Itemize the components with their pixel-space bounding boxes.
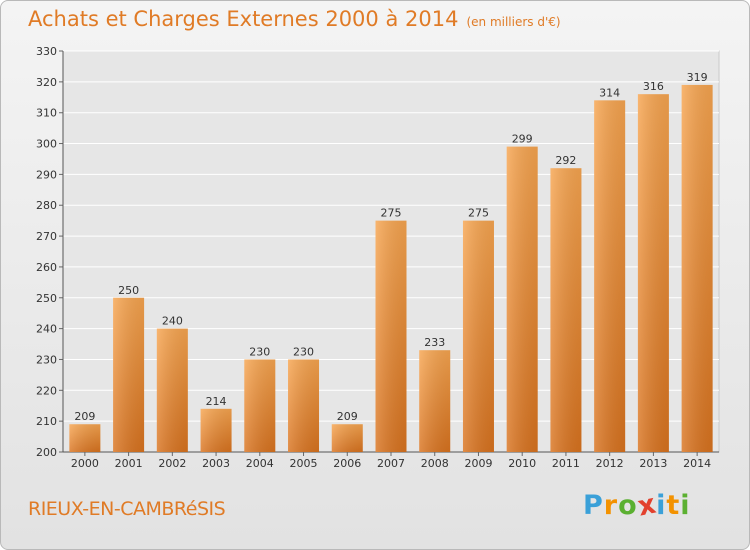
- logo-letter: i: [656, 490, 667, 521]
- chart-title-text: Achats et Charges Externes 2000 à 2014: [28, 7, 459, 31]
- logo-letter: i: [680, 490, 691, 521]
- plot-area: 200 210 220 230 240 250 260 270 280 290 300 310 320 3…: [36, 45, 720, 470]
- logo-letter: o: [618, 490, 638, 521]
- chart-title: Achats et Charges Externes 2000 à 2014 (e…: [28, 7, 561, 31]
- data-label: 319: [687, 71, 708, 84]
- data-label: 275: [381, 207, 402, 220]
- x-tick-label: 2011: [552, 457, 580, 470]
- y-tick-label: 290: [36, 168, 57, 181]
- data-label: 250: [118, 284, 139, 297]
- chart-subtitle: (en milliers d'€): [466, 15, 561, 29]
- data-label: 214: [206, 395, 227, 408]
- bar-shading: [331, 424, 363, 452]
- y-tick-label: 310: [36, 107, 57, 120]
- x-tick-label: 2002: [158, 457, 186, 470]
- town-name: RIEUX-EN-CAMBRéSIS: [28, 498, 226, 520]
- logo-letter: r: [603, 490, 619, 521]
- x-tick-label: 2010: [508, 457, 536, 470]
- y-tick-label: 230: [36, 353, 57, 366]
- y-tick-label: 200: [36, 446, 57, 459]
- bar-shading: [419, 350, 451, 452]
- y-tick-label: 260: [36, 261, 57, 274]
- data-label: 314: [599, 86, 620, 99]
- bar-shading: [637, 94, 669, 452]
- bar-shading: [681, 84, 713, 452]
- data-label: 233: [424, 336, 445, 349]
- x-tick-label: 2014: [683, 457, 711, 470]
- x-tick-label: 2008: [421, 457, 449, 470]
- data-label: 275: [468, 207, 489, 220]
- bar-shading: [550, 168, 582, 452]
- y-tick-label: 300: [36, 138, 57, 151]
- y-tick-label: 330: [36, 45, 57, 58]
- x-tick-label: 2013: [639, 457, 667, 470]
- logo-letter: t: [666, 490, 681, 521]
- y-tick-label: 280: [36, 199, 57, 212]
- data-label: 209: [74, 410, 95, 423]
- data-label: 230: [293, 345, 314, 358]
- data-label: 209: [337, 410, 358, 423]
- bar-shading: [506, 146, 538, 452]
- y-tick-label: 250: [36, 292, 57, 305]
- bar-shading: [113, 297, 145, 452]
- data-label: 299: [512, 133, 533, 146]
- x-tick-label: 2012: [596, 457, 624, 470]
- y-tick-label: 220: [36, 384, 57, 397]
- bar-shading: [69, 424, 101, 452]
- data-label: 316: [643, 80, 664, 93]
- x-tick-label: 2004: [246, 457, 274, 470]
- bar-shading: [200, 408, 232, 452]
- logo-letter: P: [583, 490, 604, 521]
- y-tick-label: 210: [36, 415, 57, 428]
- x-tick-label: 2005: [290, 457, 318, 470]
- proxiti-logo: Proxiti: [583, 488, 691, 522]
- x-tick-label: 2000: [71, 457, 99, 470]
- x-tick-label: 2007: [377, 457, 405, 470]
- bar-shading: [594, 100, 626, 452]
- x-tick-label: 2009: [464, 457, 492, 470]
- bar-shading: [288, 359, 320, 452]
- x-tick-label: 2001: [115, 457, 143, 470]
- y-tick-label: 320: [36, 76, 57, 89]
- y-tick-label: 240: [36, 323, 57, 336]
- x-tick-label: 2006: [333, 457, 361, 470]
- data-label: 240: [162, 315, 183, 328]
- data-label: 230: [249, 345, 270, 358]
- y-tick-label: 270: [36, 230, 57, 243]
- bar-shading: [156, 328, 188, 452]
- bar-shading: [244, 359, 276, 452]
- bar-shading: [375, 220, 407, 452]
- x-tick-label: 2003: [202, 457, 230, 470]
- data-label: 292: [555, 154, 576, 167]
- bar-shading: [462, 220, 494, 452]
